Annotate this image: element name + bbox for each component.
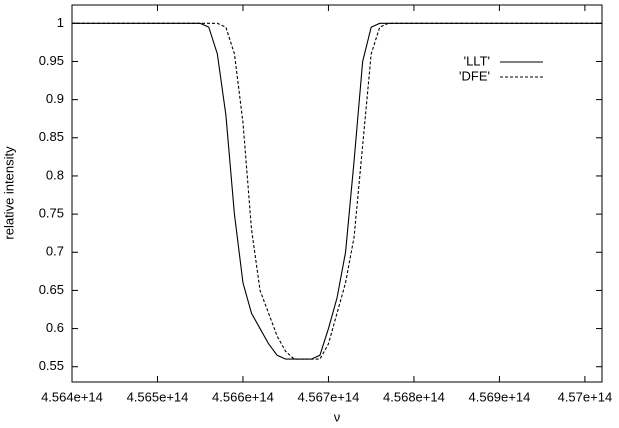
y-tick-label: 0.75 — [39, 206, 64, 221]
plot-frame — [71, 4, 603, 383]
y-tick-label: 1 — [57, 15, 64, 30]
x-tick-label: 4.567e+14 — [298, 389, 360, 404]
legend-label: 'LLT' — [464, 53, 490, 68]
y-tick-label: 0.95 — [39, 53, 64, 68]
series-line — [72, 22, 602, 360]
x-tick-label: 4.569e+14 — [469, 389, 531, 404]
y-tick-label: 0.7 — [46, 244, 64, 259]
y-tick-label: 0.8 — [46, 167, 64, 182]
x-tick-label: 4.568e+14 — [383, 389, 445, 404]
series-line — [72, 22, 602, 360]
y-tick-label: 0.6 — [46, 320, 64, 335]
y-axis-label: relative intensity — [1, 146, 16, 240]
y-tick-label: 0.85 — [39, 129, 64, 144]
x-tick-label: 4.566e+14 — [212, 389, 274, 404]
legend-label: 'DFE' — [459, 68, 490, 83]
x-axis-label: ν — [334, 409, 341, 424]
x-tick-label: 4.57e+14 — [558, 389, 613, 404]
y-tick-label: 0.9 — [46, 91, 64, 106]
x-tick-label: 4.565e+14 — [127, 389, 189, 404]
y-tick-label: 0.55 — [39, 358, 64, 373]
y-tick-label: 0.65 — [39, 282, 64, 297]
x-tick-label: 4.564e+14 — [41, 389, 103, 404]
